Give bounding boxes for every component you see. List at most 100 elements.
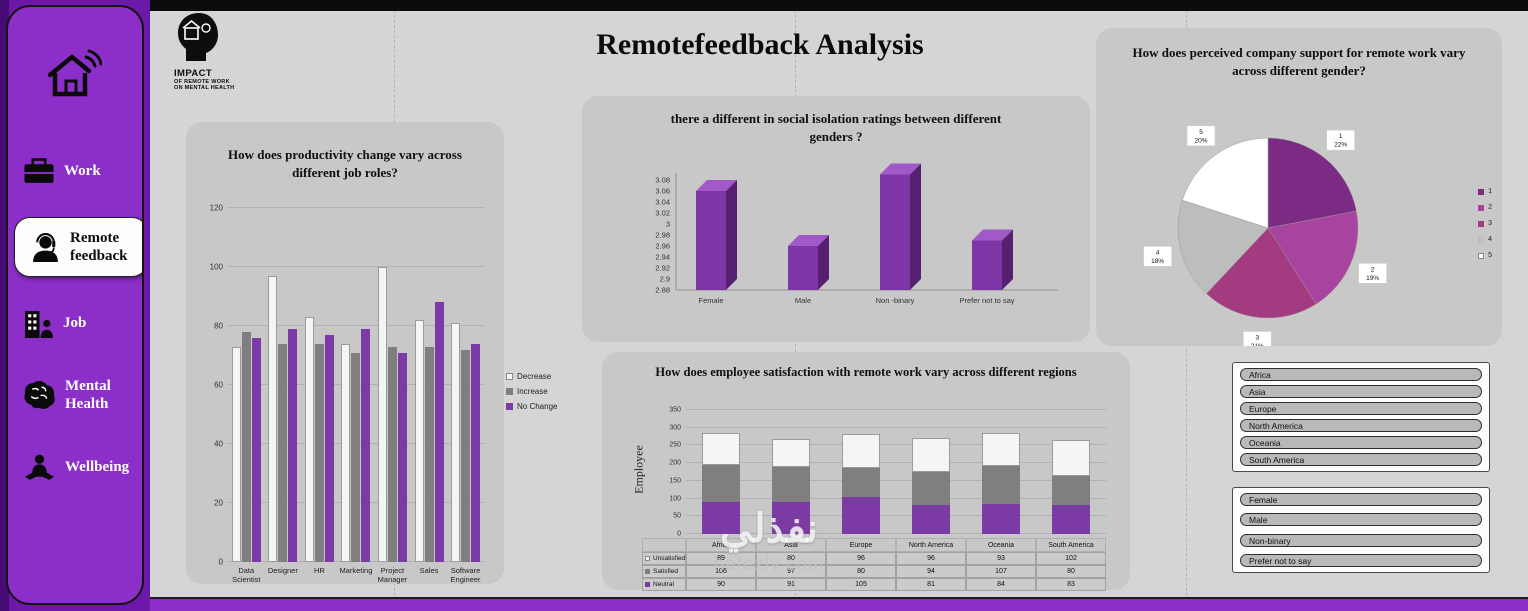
pie-slice-1[interactable] (1267, 137, 1357, 229)
bar-increase[interactable] (314, 343, 324, 562)
legend-item-2[interactable]: 2 (1478, 204, 1492, 211)
segment-satisfied[interactable] (772, 467, 810, 502)
y-axis-tick: 60 (214, 380, 223, 390)
bar-increase[interactable] (461, 349, 471, 562)
segment-unsatisfied[interactable] (982, 433, 1020, 467)
table-col-header: Asia (756, 538, 826, 552)
bar-increase[interactable] (351, 352, 361, 562)
sidebar-item-work[interactable]: Work (8, 145, 142, 197)
y-axis-tick: 50 (673, 512, 681, 520)
slicer-item-south-america[interactable]: South America (1240, 453, 1482, 466)
slicer-item-europe[interactable]: Europe (1240, 402, 1482, 415)
bar-decrease[interactable] (451, 323, 461, 562)
bar-no-change[interactable] (324, 334, 334, 562)
slicer-item-oceania[interactable]: Oceania (1240, 436, 1482, 449)
segment-unsatisfied[interactable] (702, 433, 740, 465)
slicer-item-female[interactable]: Female (1240, 493, 1482, 506)
segment-satisfied[interactable] (842, 468, 880, 497)
segment-unsatisfied[interactable] (842, 434, 880, 469)
legend-item-3[interactable]: 3 (1478, 220, 1492, 227)
bar3d-male[interactable] (788, 235, 829, 290)
segment-unsatisfied[interactable] (772, 439, 810, 468)
slicer-item-prefer-not-to-say[interactable]: Prefer not to say (1240, 553, 1482, 567)
slicer-item-asia[interactable]: Asia (1240, 385, 1482, 398)
table-row-label: Neutral (653, 581, 674, 588)
bar-group-software-engineer (451, 208, 481, 562)
pie-slice-2[interactable] (1267, 210, 1359, 305)
segment-neutral[interactable] (842, 496, 880, 534)
stacked-bar-oceania[interactable] (982, 410, 1020, 534)
segment-neutral[interactable] (982, 504, 1020, 534)
stacked-bar-africa[interactable] (702, 410, 740, 534)
legend-item-no-change[interactable]: No Change (506, 402, 557, 411)
productivity-x-axis: Data Scientist Designer HR Marketing Project… (228, 566, 484, 585)
segment-unsatisfied[interactable] (912, 438, 950, 473)
segment-neutral[interactable] (1052, 504, 1090, 534)
segment-unsatisfied[interactable] (1052, 440, 1090, 477)
table-value: 107 (966, 565, 1036, 578)
segment-neutral[interactable] (772, 501, 810, 534)
x-axis-label: Male (795, 296, 811, 305)
segment-satisfied[interactable] (912, 472, 950, 506)
pie-slice-5[interactable] (1182, 137, 1269, 229)
table-value: 102 (1036, 552, 1106, 565)
meditation-icon (23, 454, 56, 481)
stacked-bar-north-america[interactable] (912, 410, 950, 534)
slicer-item-north-america[interactable]: North America (1240, 419, 1482, 432)
stacked-bar-south-america[interactable] (1052, 410, 1090, 534)
sidebar-nav: Work Remote feedback Job Mental Health Wellb… (8, 19, 142, 493)
segment-neutral[interactable] (702, 502, 740, 534)
slicer-item-africa[interactable]: Africa (1240, 368, 1482, 381)
bar-decrease[interactable] (378, 267, 388, 562)
sidebar-item-wellbeing[interactable]: Wellbeing (8, 441, 142, 493)
segment-satisfied[interactable] (982, 466, 1020, 505)
segment-neutral[interactable] (912, 505, 950, 534)
bar-no-change[interactable] (361, 328, 371, 562)
bar-no-change[interactable] (434, 302, 444, 562)
bar-decrease[interactable] (268, 275, 278, 562)
bar3d-non-binary[interactable] (880, 163, 921, 291)
bar-decrease[interactable] (304, 317, 314, 562)
gridline (686, 444, 1106, 446)
gender-slicer: Female Male Non-binary Prefer not to say (1232, 487, 1490, 573)
sidebar-item-home[interactable] (8, 25, 142, 125)
bar3d-prefer-not-to-say[interactable] (972, 229, 1013, 291)
segment-satisfied[interactable] (1052, 476, 1090, 505)
pie-slice-3[interactable] (1206, 227, 1317, 319)
pie-data-label: 122% (1326, 129, 1355, 151)
bar-no-change[interactable] (471, 343, 481, 562)
legend-swatch (506, 373, 513, 380)
legend-swatch (1478, 236, 1485, 243)
bar-increase[interactable] (278, 343, 288, 562)
slicer-item-non-binary[interactable]: Non-binary (1240, 533, 1482, 547)
legend-item-decrease[interactable]: Decrease (506, 372, 557, 381)
bar-decrease[interactable] (231, 346, 241, 562)
bar-increase[interactable] (424, 346, 434, 562)
legend-item-1[interactable]: 1 (1478, 188, 1492, 195)
legend-item-increase[interactable]: Increase (506, 387, 557, 396)
table-corner (642, 538, 686, 552)
bar-increase[interactable] (388, 346, 398, 562)
pie-slice-4[interactable] (1177, 199, 1269, 294)
stacked-bar-asia[interactable] (772, 410, 810, 534)
slicer-item-male[interactable]: Male (1240, 513, 1482, 527)
table-value: 80 (756, 552, 826, 565)
bar3d-female[interactable] (696, 180, 737, 290)
bar-no-change[interactable] (251, 337, 261, 562)
stacked-bar-europe[interactable] (842, 410, 880, 534)
sidebar-item-job[interactable]: Job (8, 297, 142, 349)
sidebar-item-remote-feedback[interactable]: Remote feedback (14, 217, 142, 277)
legend-item-4[interactable]: 4 (1478, 236, 1492, 243)
bar-increase[interactable] (241, 331, 251, 562)
legend-item-5[interactable]: 5 (1478, 252, 1492, 259)
segment-satisfied[interactable] (702, 464, 740, 503)
bar-decrease[interactable] (414, 320, 424, 562)
sidebar-item-mental-health[interactable]: Mental Health (8, 369, 142, 421)
bar-groups (228, 208, 484, 562)
bar-decrease[interactable] (341, 343, 351, 562)
gridline (686, 409, 1106, 410)
legend-swatch (1478, 220, 1485, 227)
bar-no-change[interactable] (288, 328, 298, 562)
bar-no-change[interactable] (398, 352, 408, 562)
sidebar-item-label: Mental Health (65, 378, 111, 412)
